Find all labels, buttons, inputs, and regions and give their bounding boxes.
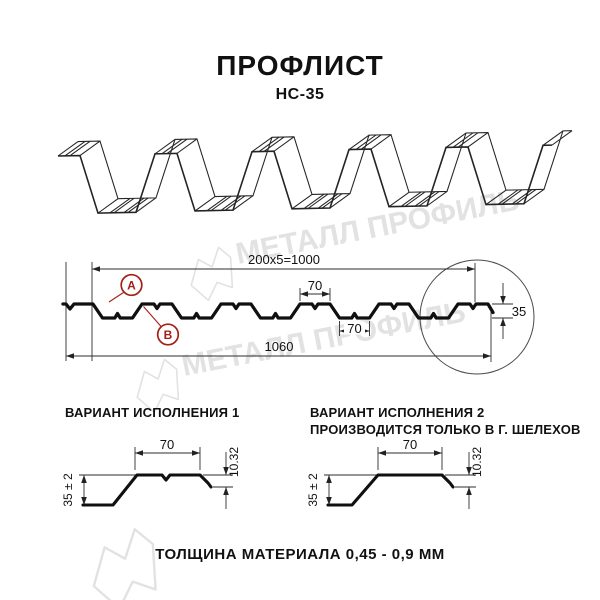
variant-2-title: ВАРИАНТ ИСПОЛНЕНИЯ 2 ПРОИЗВОДИТСЯ ТОЛЬКО… xyxy=(310,404,581,438)
brand-logo-icon xyxy=(92,528,157,600)
dim-coverage-width: 200x5=1000 xyxy=(248,252,320,267)
variant-2-drawing: 70 10.32 35 ± 2 xyxy=(306,437,484,509)
variant-1-profile xyxy=(81,473,213,507)
marker-a-label: А xyxy=(127,279,136,293)
variant-2-title-line2: ПРОИЗВОДИТСЯ ТОЛЬКО В Г. ШЕЛЕХОВ xyxy=(310,422,581,437)
marker-b-circle xyxy=(156,323,180,346)
dim-v1-height: 35 ± 2 xyxy=(61,473,75,507)
dim-v2-lip: 10.32 xyxy=(470,447,484,477)
variant-1-title: ВАРИАНТ ИСПОЛНЕНИЯ 1 xyxy=(65,405,240,420)
variant-2-profile xyxy=(326,473,455,507)
dim-profile-height: 35 xyxy=(512,304,526,319)
material-thickness-note: ТОЛЩИНА МАТЕРИАЛА 0,45 - 0,9 ММ xyxy=(155,546,445,563)
profile-cross-section xyxy=(61,302,495,320)
cross-section-drawing: 200x5=1000 1060 70 70 35 xyxy=(61,252,535,375)
dim-v2-width: 70 xyxy=(403,437,417,452)
dim-total-width: 1060 xyxy=(265,339,294,354)
dim-rib-bottom: 70 xyxy=(347,321,361,336)
watermark-row-2: МЕТАЛЛ ПРОФИЛЬ xyxy=(136,295,468,414)
brand-logo-icon xyxy=(190,246,234,302)
brand-logo-icon xyxy=(136,358,180,414)
marker-b-label: В xyxy=(164,328,173,342)
variant-2-title-line1: ВАРИАНТ ИСПОЛНЕНИЯ 2 xyxy=(310,405,485,420)
watermark-layer: МЕТАЛЛ ПРОФИЛЬ МЕТАЛЛ ПРОФИЛЬ xyxy=(92,183,522,600)
page-title: ПРОФЛИСТ xyxy=(216,50,384,81)
variant-1-drawing: 70 10.32 35 ± 2 xyxy=(61,437,241,509)
dim-v1-lip: 10.32 xyxy=(227,447,241,477)
dim-rib-top: 70 xyxy=(308,278,322,293)
dim-v1-width: 70 xyxy=(160,437,174,452)
marker-a: А xyxy=(108,273,143,303)
sheet-3d-drawing xyxy=(57,130,573,214)
profile-model-subtitle: НС-35 xyxy=(275,86,325,103)
dim-v2-height: 35 ± 2 xyxy=(306,473,320,507)
watermark-logo-bottom xyxy=(92,528,157,600)
marker-b: В xyxy=(143,306,180,346)
marker-a-circle xyxy=(120,273,143,297)
